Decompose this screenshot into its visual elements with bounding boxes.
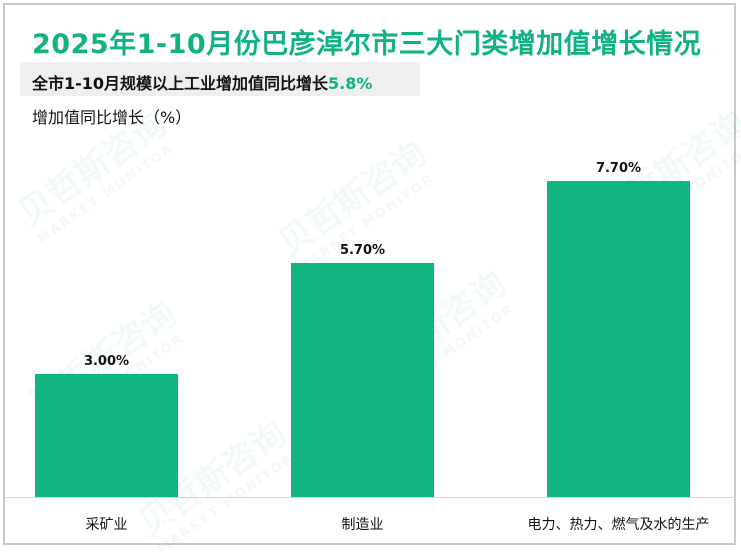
bar-value-label: 7.70% — [595, 161, 642, 176]
y-axis-label: 增加值同比增长（%） — [32, 108, 192, 127]
subtitle-highlight-value: 5.8% — [328, 74, 373, 93]
bar-value-label: 3.00% — [83, 354, 130, 369]
x-axis-line — [5, 497, 736, 498]
bar-value-label: 5.70% — [339, 243, 386, 258]
bar — [35, 374, 178, 497]
subtitle-background — [20, 62, 420, 96]
bar — [547, 181, 690, 497]
chart-subtitle: 全市1-10月规模以上工业增加值同比增长5.8% — [32, 70, 372, 94]
subtitle-text: 全市1-10月规模以上工业增加值同比增长 — [32, 74, 329, 93]
chart-title: 2025年1-10月份巴彦淖尔市三大门类增加值增长情况 — [32, 29, 702, 60]
bar — [291, 263, 434, 497]
x-axis-category-label: 电力、热力、燃气及水的生产 — [527, 517, 710, 533]
x-axis-category-label: 制造业 — [341, 517, 384, 533]
x-axis-category-label: 采矿业 — [85, 517, 128, 533]
